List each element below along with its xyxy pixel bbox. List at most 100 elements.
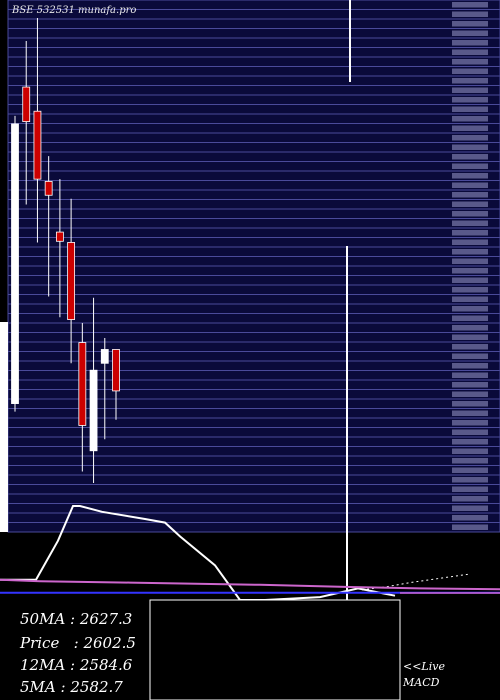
- band-tick-label: [452, 220, 488, 226]
- candle-body: [11, 123, 19, 404]
- band-tick-label: [452, 106, 488, 112]
- ma12-label: 12MA : 2584.6: [20, 656, 133, 674]
- candle-body: [78, 342, 87, 426]
- price-band: [7, 208, 500, 219]
- band-tick-label: [452, 344, 488, 350]
- band-tick-label: [452, 486, 488, 492]
- macd-panel: [0, 505, 500, 601]
- price-band: [7, 465, 500, 476]
- price-band: [7, 66, 500, 77]
- band-tick-label: [452, 68, 488, 74]
- band-tick-label: [452, 315, 488, 321]
- band-tick-label: [452, 429, 488, 435]
- price-band: [7, 455, 500, 466]
- price-band: [7, 427, 500, 438]
- band-tick-label: [452, 154, 488, 160]
- candle-body: [112, 349, 120, 392]
- band-tick-label: [452, 287, 488, 293]
- band-tick-label: [452, 372, 488, 378]
- band-tick-label: [452, 135, 488, 141]
- band-tick-label: [452, 505, 488, 511]
- price-label: Price : 2602.5: [20, 634, 136, 652]
- band-tick-label: [452, 334, 488, 340]
- price-band: [7, 493, 500, 504]
- band-tick-label: [452, 277, 488, 283]
- price-band: [7, 484, 500, 495]
- price-band: [7, 313, 500, 324]
- band-tick-label: [452, 439, 488, 445]
- band-tick-label: [452, 420, 488, 426]
- band-tick-label: [452, 173, 488, 179]
- candle-body: [22, 86, 31, 122]
- band-tick-label: [452, 59, 488, 65]
- band-tick-label: [452, 268, 488, 274]
- band-tick-label: [452, 515, 488, 521]
- band-tick-label: [452, 524, 488, 530]
- price-band: [7, 332, 500, 343]
- band-tick-label: [452, 192, 488, 198]
- band-tick-label: [452, 296, 488, 302]
- price-band: [7, 237, 500, 248]
- price-band: [7, 294, 500, 305]
- band-tick-label: [452, 496, 488, 502]
- band-tick-label: [452, 87, 488, 93]
- macd-series-line: [0, 505, 396, 601]
- band-tick-label: [452, 363, 488, 369]
- price-band: [7, 303, 500, 314]
- band-tick-label: [452, 325, 488, 331]
- band-tick-label: [452, 353, 488, 359]
- price-band: [7, 322, 500, 333]
- price-band: [7, 265, 500, 276]
- price-band: [7, 436, 500, 447]
- band-tick-label: [452, 144, 488, 150]
- price-band: [7, 28, 500, 39]
- band-tick-label: [452, 201, 488, 207]
- price-band: [7, 512, 500, 523]
- candle-body: [89, 369, 98, 452]
- ma50-label: 50MA : 2627.3: [20, 610, 133, 628]
- band-tick-label: [452, 458, 488, 464]
- price-band: [7, 85, 500, 96]
- chart-title: BSE 532531 munafa.pro: [11, 5, 136, 16]
- band-tick-label: [452, 249, 488, 255]
- band-tick-label: [452, 467, 488, 473]
- macd-live-label: <<Live: [403, 660, 445, 673]
- candle-body: [33, 110, 42, 180]
- band-tick-label: [452, 230, 488, 236]
- price-band: [7, 227, 500, 238]
- price-band: [7, 94, 500, 105]
- price-band: [7, 151, 500, 162]
- price-band: [7, 474, 500, 485]
- price-band: [7, 142, 500, 153]
- band-tick-label: [452, 391, 488, 397]
- price-band: [7, 199, 500, 210]
- band-tick-label: [452, 448, 488, 454]
- band-tick-label: [452, 125, 488, 131]
- band-tick-label: [452, 78, 488, 84]
- price-bands: [0, 0, 500, 533]
- band-tick-label: [452, 97, 488, 103]
- price-band: [7, 56, 500, 67]
- price-band: [7, 189, 500, 200]
- candle-body: [100, 349, 109, 364]
- candle-body: [55, 231, 64, 242]
- band-tick-label: [452, 11, 488, 17]
- price-band: [7, 246, 500, 257]
- price-band: [7, 284, 500, 295]
- band-tick-label: [452, 306, 488, 312]
- band-tick-label: [452, 116, 488, 122]
- price-band: [7, 37, 500, 48]
- band-tick-label: [452, 239, 488, 245]
- band-tick-label: [452, 410, 488, 416]
- candle-body: [67, 242, 76, 320]
- price-band: [7, 123, 500, 134]
- price-band: [7, 18, 500, 29]
- price-band: [7, 275, 500, 286]
- price-band: [7, 503, 500, 514]
- price-band: [7, 161, 500, 172]
- price-band: [7, 47, 500, 58]
- price-band: [7, 446, 500, 457]
- band-tick-label: [452, 30, 488, 36]
